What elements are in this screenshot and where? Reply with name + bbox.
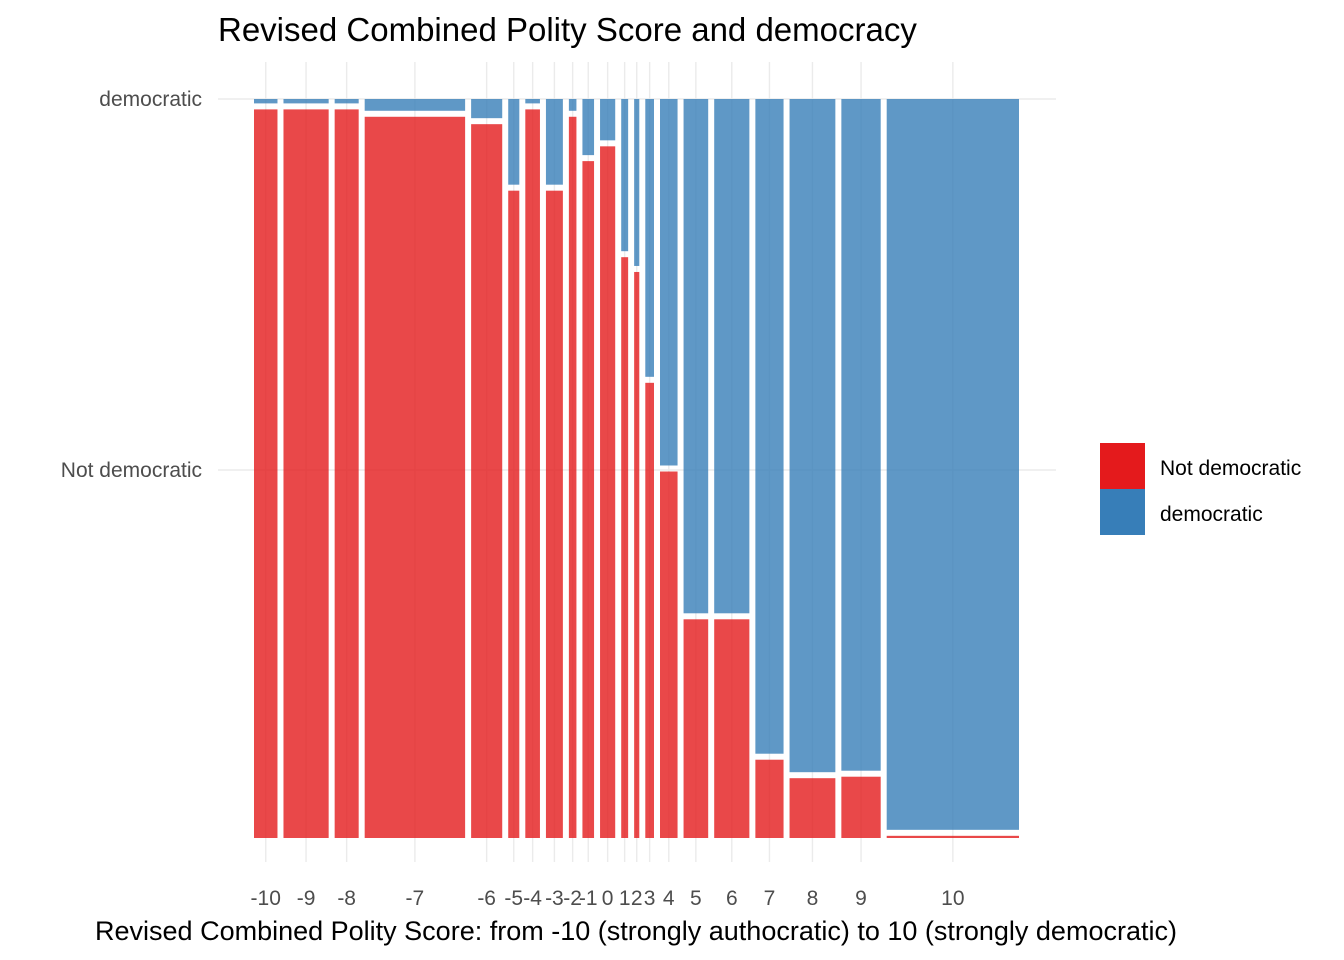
tile-democratic-0 (600, 99, 616, 141)
tile-not-democratic-8 (789, 778, 836, 838)
tile-democratic-8 (789, 99, 836, 773)
legend-label-democratic: democratic (1160, 503, 1263, 526)
tile-not-democratic--4 (525, 109, 540, 838)
tile-democratic-7 (755, 99, 784, 754)
tile-not-democratic-10 (886, 835, 1019, 838)
x-axis-title: Revised Combined Polity Score: from -10 … (95, 916, 1177, 946)
legend-key-democratic (1100, 489, 1145, 535)
x-tick-label: 10 (941, 887, 964, 910)
tile-democratic-2 (634, 99, 640, 266)
y-tick-label: Not democratic (61, 459, 202, 482)
tile-democratic-6 (714, 99, 750, 614)
legend-key-not-democratic (1100, 443, 1145, 489)
x-tick-label: -2 (563, 887, 582, 910)
legend: Not democratic democratic (1100, 443, 1301, 535)
mosaic-tiles (254, 99, 1019, 839)
x-tick-label: 9 (855, 887, 867, 910)
tile-democratic--5 (508, 99, 520, 185)
tile-not-democratic-9 (841, 776, 881, 838)
tile-democratic-5 (683, 99, 709, 614)
tile-democratic-3 (645, 99, 654, 377)
x-axis-tick-labels: -10 -9 -8 -7 -6 -5 -4 -3 -2-1 0 1 2 3 4 5 6 7 8 9 10 (251, 887, 965, 910)
tile-democratic--1 (582, 99, 595, 156)
tile-not-democratic--5 (508, 190, 520, 838)
tile-not-democratic-2 (634, 271, 640, 839)
x-tick-label: -1 (579, 887, 598, 910)
y-tick-label: democratic (99, 88, 202, 111)
x-tick-label: 3 (644, 887, 656, 910)
x-tick-label: -10 (251, 887, 281, 910)
tile-democratic-9 (841, 99, 881, 771)
tile-democratic-4 (659, 99, 678, 466)
tile-not-democratic--1 (582, 161, 595, 838)
x-tick-label: 5 (690, 887, 702, 910)
x-tick-label: 7 (764, 887, 776, 910)
x-tick-label: -9 (297, 887, 316, 910)
tile-not-democratic--9 (283, 109, 329, 838)
tile-not-democratic-6 (714, 619, 750, 838)
x-tick-label: -8 (337, 887, 356, 910)
x-tick-label: 0 (602, 887, 614, 910)
tile-not-democratic-4 (659, 471, 678, 838)
x-tick-label: -5 (504, 887, 523, 910)
tile-democratic--3 (545, 99, 563, 185)
tile-democratic--7 (364, 99, 466, 111)
x-tick-label: -4 (523, 887, 542, 910)
chart-title: Revised Combined Polity Score and democr… (218, 11, 917, 48)
legend-label-not-democratic: Not democratic (1160, 457, 1301, 480)
tile-not-democratic--2 (568, 116, 577, 838)
tile-not-democratic-5 (683, 619, 709, 838)
tile-not-democratic-3 (645, 382, 654, 838)
tile-not-democratic--3 (545, 190, 563, 838)
tile-democratic--8 (334, 99, 359, 104)
tile-not-democratic--8 (334, 109, 359, 838)
tile-not-democratic-7 (755, 759, 784, 838)
tile-not-democratic-1 (621, 257, 629, 838)
x-tick-label: -7 (406, 887, 425, 910)
tile-democratic--4 (525, 99, 540, 104)
x-tick-label: 2 (631, 887, 643, 910)
x-tick-label: -3 (545, 887, 564, 910)
x-tick-label: 4 (663, 887, 675, 910)
tile-not-democratic--7 (364, 116, 466, 838)
tile-not-democratic--10 (254, 109, 278, 838)
tile-democratic--6 (471, 99, 503, 119)
x-tick-label: 8 (807, 887, 819, 910)
tile-not-democratic-0 (600, 146, 616, 839)
x-tick-label: -6 (477, 887, 496, 910)
tile-democratic-1 (621, 99, 629, 252)
tile-democratic-10 (886, 99, 1019, 830)
x-tick-label: 1 (619, 887, 631, 910)
tile-not-democratic--6 (471, 124, 503, 839)
y-axis-tick-labels: Not democratic democratic (61, 88, 202, 482)
tile-democratic--2 (568, 99, 577, 111)
x-tick-label: 6 (726, 887, 738, 910)
tile-democratic--10 (254, 99, 278, 104)
tile-democratic--9 (283, 99, 329, 104)
